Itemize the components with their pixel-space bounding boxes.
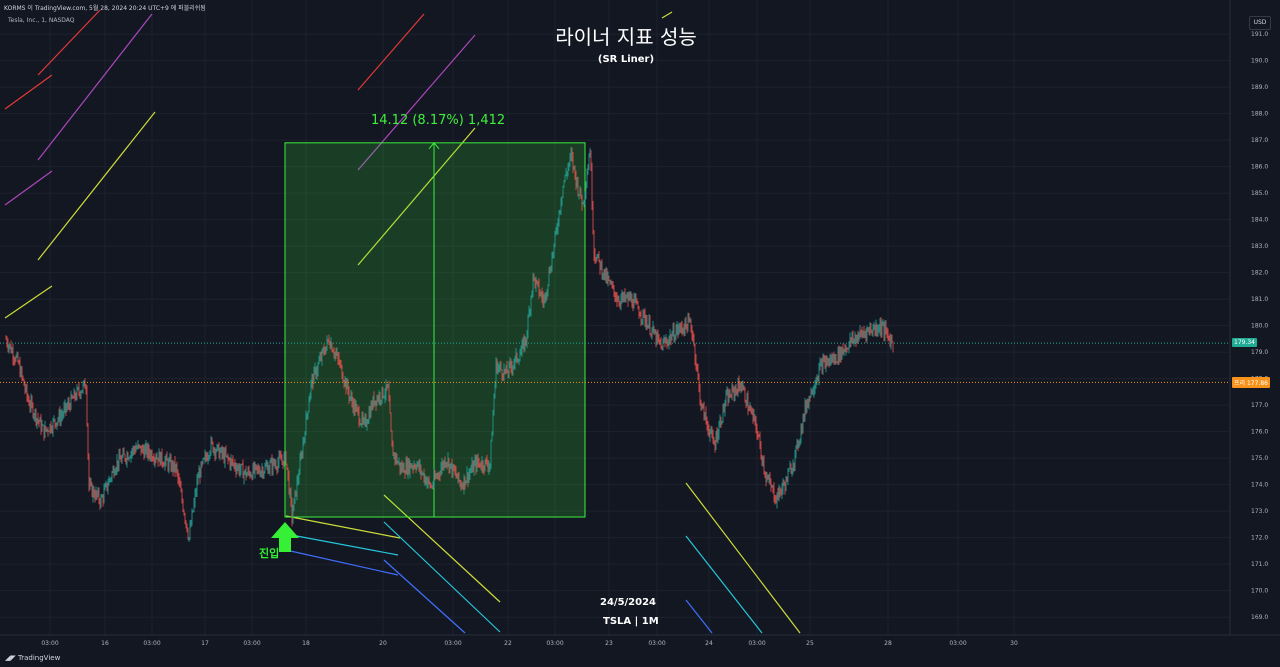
time-tick-label: 03:00 [41,640,58,647]
time-axis: 03:00 16 03:00 17 03:00 18 20 03:00 22 03:00 23 03:… [41,640,1018,647]
candles [5,147,894,542]
measure-label: 14.12 (8.17%) 1,412 [371,113,506,128]
sr-ray [685,599,713,634]
price-tick-label: 184.0 [1251,217,1268,224]
price-tick-label: 190.0 [1251,58,1268,65]
date-note: 24/5/2024 [600,597,657,608]
time-tick-label: 30 [1010,640,1018,647]
price-tick-label: 175.0 [1251,455,1268,462]
tradingview-logo-icon: ◢◤ [5,654,18,662]
price-tick-label: 179.0 [1251,349,1268,356]
sr-ray [37,13,153,161]
chart-grid [0,0,1230,635]
tradingview-logo[interactable]: ◢◤ TradingView [5,654,60,662]
entry-arrow-icon [271,522,299,552]
sr-ray [685,482,801,634]
sr-ray [285,533,399,556]
measure-arrow-head [428,142,440,150]
price-tick-label: 187.0 [1251,137,1268,144]
price-tick-label: 172.0 [1251,535,1268,542]
sr-ray [383,559,466,634]
price-tick-label: 185.0 [1251,190,1268,197]
sr-ray [4,74,53,110]
time-tick-label: 23 [605,640,613,647]
price-tick-label: 169.0 [1251,614,1268,621]
currency-button[interactable]: USD [1249,16,1271,30]
price-tick-label: 170.0 [1251,588,1268,595]
sr-ray [661,11,673,19]
price-tick-label: 189.0 [1251,84,1268,91]
price-tick-label: 181.0 [1251,296,1268,303]
reference-prefix: 프리 [1234,380,1246,387]
sr-ray [4,285,53,319]
time-tick-label: 03:00 [748,640,765,647]
sr-ray [37,9,101,76]
time-tick-label: 03:00 [444,640,461,647]
sr-ray [685,535,763,634]
time-tick-label: 03:00 [546,640,563,647]
sr-ray [37,111,156,261]
measure-box[interactable] [284,142,586,518]
time-tick-label: 03:00 [949,640,966,647]
reference-value: 177.86 [1246,380,1268,387]
current-price-label: 179.34 [1232,338,1257,347]
publish-info: KORMS 이 TradingView.com, 5월 28, 2024 20:… [4,5,206,12]
sr-ray [357,34,476,171]
sr-ray [285,549,399,576]
time-tick-label: 03:00 [143,640,160,647]
price-tick-label: 174.0 [1251,482,1268,489]
sr-ray [383,521,501,633]
reference-price-label: 프리 177.86 [1232,377,1270,388]
time-tick-label: 03:00 [648,640,665,647]
price-tick-label: 182.0 [1251,270,1268,277]
entry-label: 진입 [259,547,280,560]
price-axis: 169.0 170.0 171.0 172.0 173.0 174.0 175.0 176.0… [1251,31,1268,621]
sr-ray [357,127,476,266]
chart-subtitle: (SR Liner) [597,54,655,65]
time-tick-label: 03:00 [243,640,260,647]
sr-ray [285,515,401,539]
time-tick-label: 24 [705,640,713,647]
chart-title: 라이너 지표 성능 [555,25,697,49]
time-tick-label: 18 [302,640,310,647]
tradingview-logo-text: TradingView [18,654,61,662]
price-tick-label: 191.0 [1251,31,1268,38]
symbol-info: Tesla, Inc., 1, NASDAQ [8,17,75,24]
price-tick-label: 177.0 [1251,402,1268,409]
price-tick-label: 188.0 [1251,111,1268,118]
price-tick-label: 180.0 [1251,323,1268,330]
time-tick-label: 20 [379,640,387,647]
price-tick-label: 176.0 [1251,429,1268,436]
time-tick-label: 17 [201,640,209,647]
price-tick-label: 186.0 [1251,164,1268,171]
sr-ray [357,13,425,91]
price-tick-label: 183.0 [1251,243,1268,250]
price-axis-panel[interactable] [1230,0,1280,635]
time-axis-panel[interactable] [0,635,1280,667]
sr-ray [4,170,53,206]
ticker-note: TSLA | 1M [603,616,659,627]
time-tick-label: 16 [101,640,109,647]
sr-liner-rays [4,9,801,634]
price-tick-label: 171.0 [1251,561,1268,568]
time-tick-label: 22 [504,640,512,647]
sr-ray [383,494,501,603]
time-tick-label: 25 [806,640,814,647]
time-tick-label: 28 [884,640,892,647]
price-tick-label: 173.0 [1251,508,1268,515]
